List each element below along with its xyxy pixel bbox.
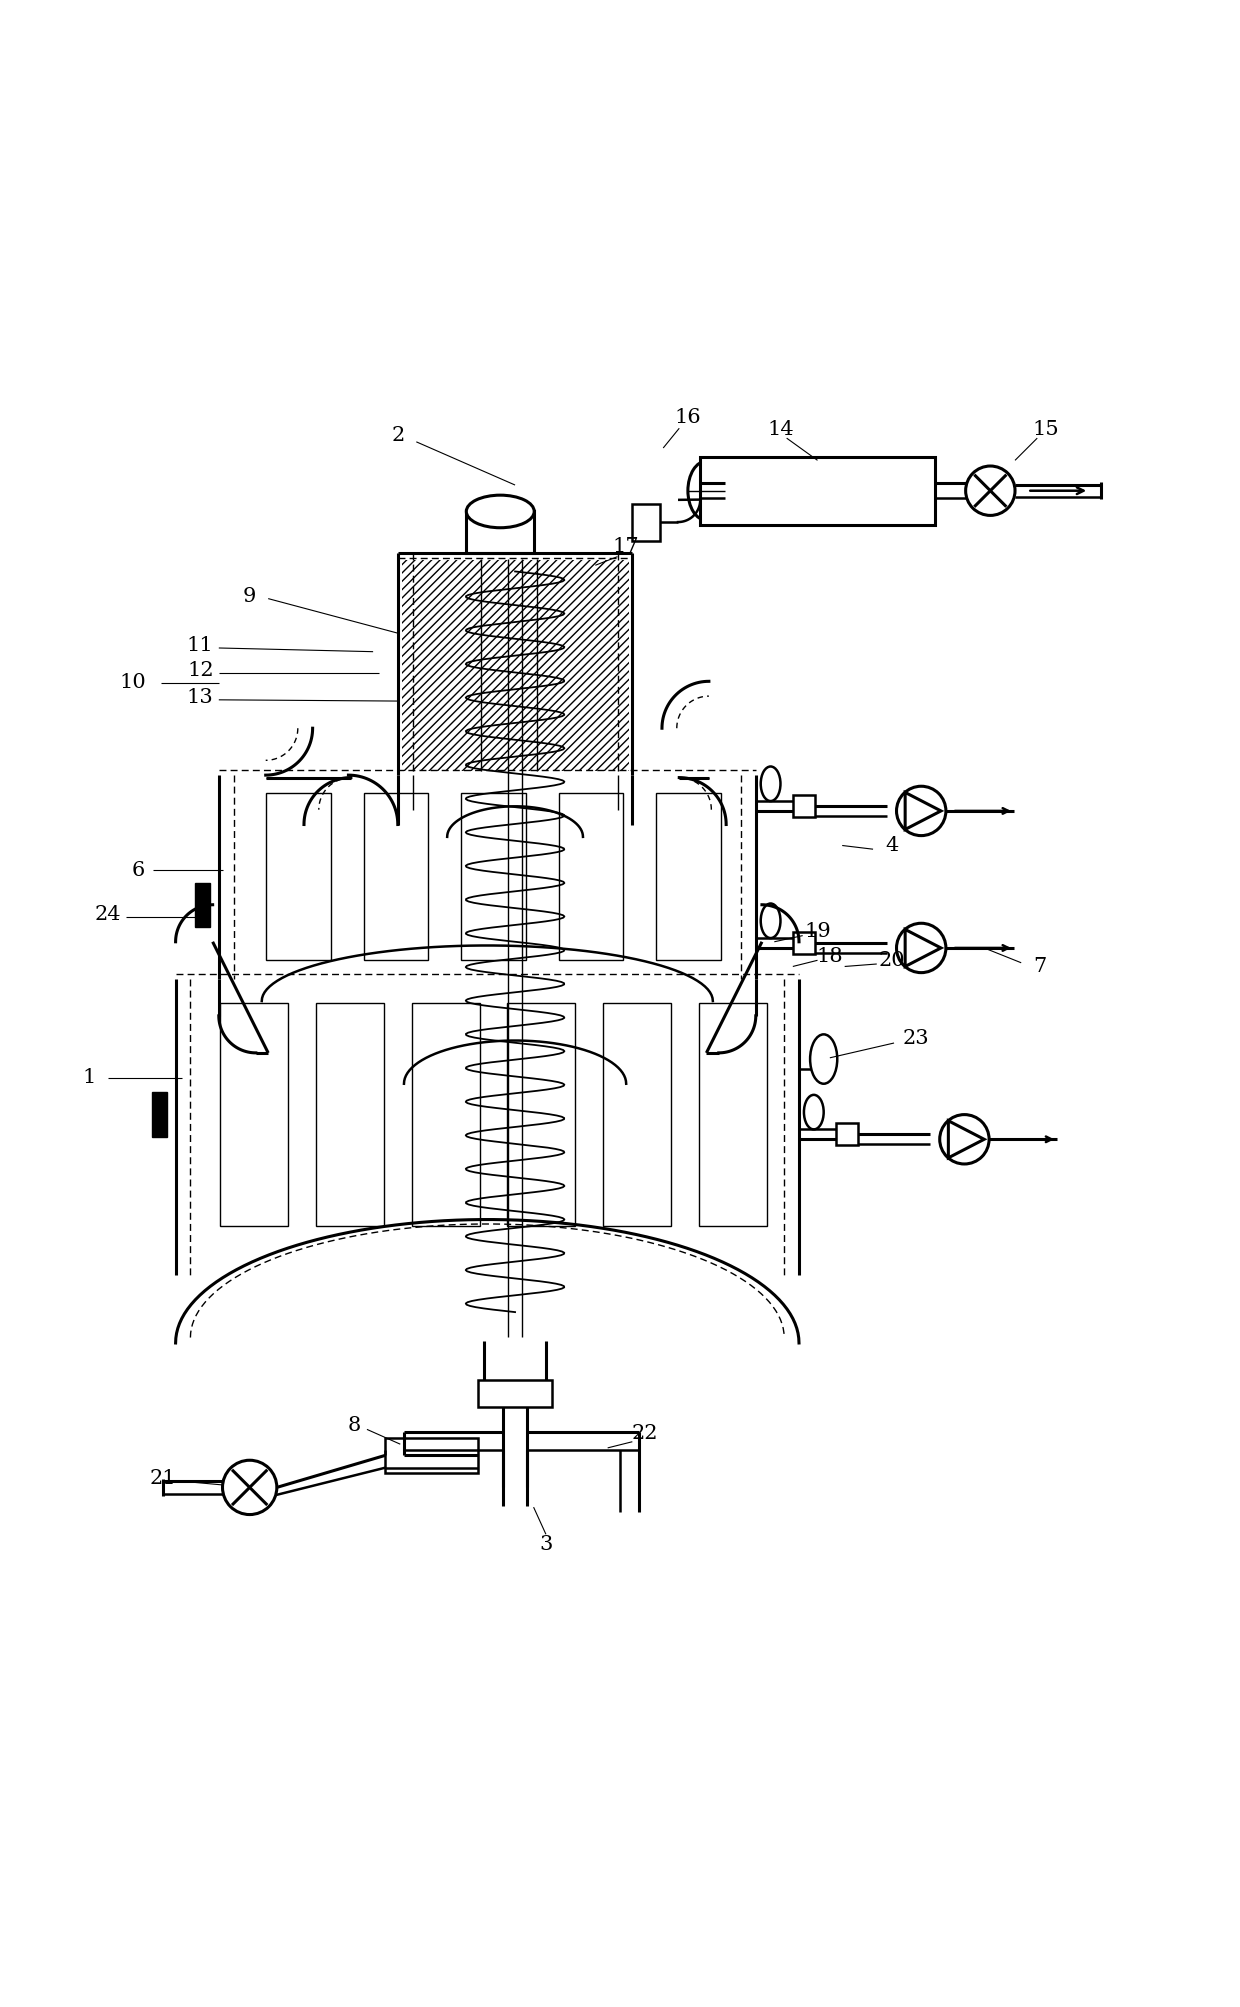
Ellipse shape [804, 1096, 823, 1130]
Text: 17: 17 [613, 538, 640, 556]
Text: 18: 18 [817, 947, 843, 965]
Text: 12: 12 [187, 660, 213, 680]
Ellipse shape [760, 903, 780, 937]
Circle shape [966, 466, 1016, 516]
Text: 15: 15 [1033, 419, 1059, 440]
Text: 21: 21 [150, 1469, 176, 1489]
Bar [412, 1004, 480, 1226]
Ellipse shape [810, 1034, 837, 1084]
Text: 4: 4 [885, 837, 898, 855]
Bar [792, 795, 815, 817]
Text: 14: 14 [768, 419, 794, 440]
Bar [656, 793, 720, 959]
Circle shape [897, 923, 946, 973]
Circle shape [897, 787, 946, 835]
Text: 1: 1 [83, 1068, 95, 1088]
Text: 8: 8 [348, 1417, 361, 1435]
Bar [461, 793, 526, 959]
Bar [153, 1092, 167, 1136]
Bar [316, 1004, 384, 1226]
Bar [559, 793, 622, 959]
Text: 22: 22 [631, 1423, 658, 1443]
Text: 9: 9 [243, 586, 257, 606]
Bar [363, 793, 428, 959]
Circle shape [940, 1114, 990, 1164]
Bar [479, 1381, 552, 1407]
Text: 23: 23 [903, 1028, 930, 1048]
Bar [632, 504, 660, 540]
Bar [267, 793, 331, 959]
Ellipse shape [760, 767, 780, 801]
Bar [221, 1004, 288, 1226]
Bar [466, 512, 534, 552]
Ellipse shape [688, 462, 725, 520]
Bar [386, 1439, 479, 1473]
Text: 10: 10 [119, 672, 146, 692]
Bar [698, 1004, 766, 1226]
Text: 19: 19 [804, 923, 831, 941]
Bar [507, 1004, 575, 1226]
Bar [402, 560, 629, 771]
Text: 13: 13 [187, 688, 213, 706]
Circle shape [222, 1461, 277, 1515]
Text: 3: 3 [539, 1535, 553, 1553]
Bar [603, 1004, 671, 1226]
Text: 20: 20 [878, 951, 905, 969]
Ellipse shape [466, 496, 534, 528]
Bar [792, 931, 815, 953]
Text: 6: 6 [131, 861, 145, 879]
Text: 24: 24 [94, 905, 122, 923]
Text: 2: 2 [391, 425, 404, 446]
Bar [196, 883, 210, 927]
Text: 11: 11 [187, 636, 213, 654]
Text: 7: 7 [1033, 957, 1047, 975]
Text: 16: 16 [675, 407, 701, 427]
Bar [701, 458, 935, 524]
Bar [836, 1124, 858, 1146]
